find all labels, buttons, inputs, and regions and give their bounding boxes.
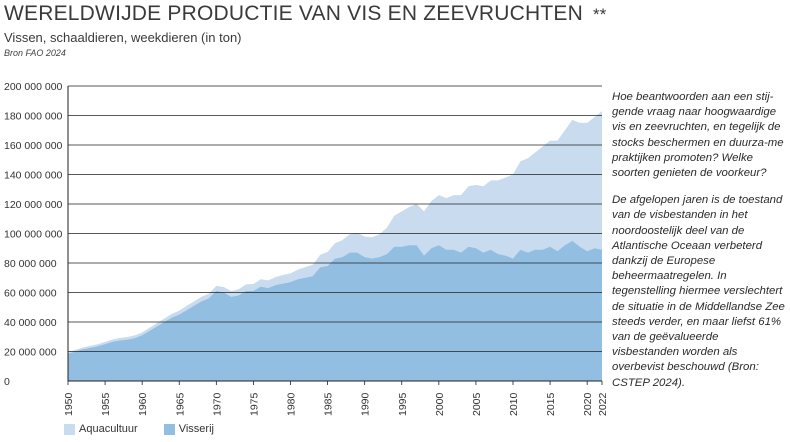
x-tick-label: 1970 xyxy=(211,392,223,416)
chart-title: WERELDWIJDE PRODUCTIE VAN VIS EN ZEEVRUC… xyxy=(4,2,607,26)
x-tick-label: 1985 xyxy=(323,392,335,416)
chart-subtitle: Vissen, schaaldieren, weekdieren (in ton… xyxy=(4,30,242,45)
rating-stars: ** xyxy=(592,5,607,24)
x-tick-label: 2022 xyxy=(597,392,609,416)
legend-item-aquacultuur: Aquacultuur xyxy=(64,423,138,435)
x-tick-label: 2010 xyxy=(508,392,520,416)
x-tick-label: 1990 xyxy=(360,392,372,416)
x-tick-label: 1995 xyxy=(397,392,409,416)
x-tick-label: 1965 xyxy=(174,392,186,416)
legend-label-aquacultuur: Aquacultuur xyxy=(79,423,138,435)
y-tick-label: 120 000 000 xyxy=(4,199,63,211)
legend-swatch-aquacultuur xyxy=(64,423,75,435)
legend: Aquacultuur Visserij xyxy=(64,423,240,435)
chart-title-text: WERELDWIJDE PRODUCTIE VAN VIS EN ZEEVRUC… xyxy=(4,2,583,25)
x-tick-label: 2020 xyxy=(582,392,594,416)
legend-label-visserij: Visserij xyxy=(178,423,214,435)
legend-item-visserij: Visserij xyxy=(163,423,214,435)
y-tick-label: 0 xyxy=(4,376,10,388)
x-tick-label: 1980 xyxy=(286,392,298,416)
x-tick-label: 2005 xyxy=(471,392,483,416)
y-tick-label: 180 000 000 xyxy=(4,111,63,123)
y-tick-label: 160 000 000 xyxy=(4,140,63,152)
area-chart: 0 20 000 000 40 000 000 60 000 000 80 000 00… xyxy=(4,81,609,416)
side-text: Hoe beantwoorden aan een stij-gende vraa… xyxy=(612,90,788,403)
y-tick-label: 200 000 000 xyxy=(4,81,63,93)
series-area-visserij xyxy=(68,240,602,381)
y-tick-label: 20 000 000 xyxy=(4,347,57,359)
x-tick-label: 1950 xyxy=(63,392,75,416)
x-tick-label: 2015 xyxy=(545,392,557,416)
y-tick-label: 80 000 000 xyxy=(4,258,57,270)
y-tick-label: 40 000 000 xyxy=(4,317,57,329)
side-paragraph-1: Hoe beantwoorden aan een stij-gende vraa… xyxy=(612,91,784,180)
chart-source: Bron FAO 2024 xyxy=(4,48,66,58)
y-tick-label: 140 000 000 xyxy=(4,170,63,182)
x-tick-label: 2000 xyxy=(434,392,446,416)
side-paragraph-2: De afgelopen jaren is de toestand van de… xyxy=(612,194,785,389)
y-tick-label: 100 000 000 xyxy=(4,229,63,241)
y-tick-label: 60 000 000 xyxy=(4,288,57,300)
x-tick-label: 1955 xyxy=(100,392,112,416)
x-tick-label: 1975 xyxy=(248,392,260,416)
x-tick-label: 1960 xyxy=(137,392,149,416)
legend-swatch-visserij xyxy=(163,423,175,435)
